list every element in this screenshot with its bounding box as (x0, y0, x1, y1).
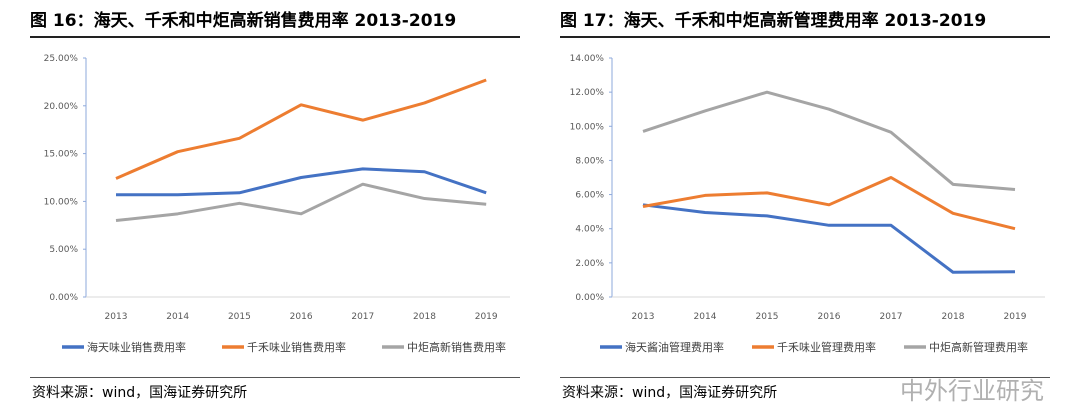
x-tick-label: 2014 (694, 312, 717, 322)
y-tick-label: 25.00% (44, 54, 79, 64)
x-tick-label: 2013 (632, 312, 655, 322)
legend-label: 千禾味业销售费用率 (247, 340, 346, 354)
source-rule (30, 377, 520, 378)
series-line (116, 167, 487, 197)
y-tick-label: 14.00% (570, 54, 605, 64)
chart-title-left: 图 16：海天、千禾和中炬高新销售费用率 2013-2019 (30, 11, 457, 31)
chart-title-right: 图 17：海天、千禾和中炬高新管理费用率 2013-2019 (560, 11, 987, 31)
y-tick-label: 12.00% (570, 88, 605, 98)
legend-label: 海天味业销售费用率 (87, 340, 186, 354)
legend-label: 中炬高新销售费用率 (407, 340, 506, 354)
title-rule (30, 36, 520, 38)
series-line (115, 182, 487, 223)
series-line (642, 176, 1016, 231)
series-line (642, 203, 1016, 274)
y-tick-label: 5.00% (49, 245, 78, 255)
source-left: 资料来源：wind，国海证券研究所 (32, 385, 248, 401)
y-tick-label: 0.00% (49, 293, 78, 303)
x-tick-label: 2016 (290, 312, 313, 322)
source-rule (560, 377, 1050, 378)
y-tick-label: 10.00% (44, 197, 79, 207)
x-tick-label: 2016 (818, 312, 841, 322)
y-tick-label: 20.00% (44, 102, 79, 112)
x-tick-label: 2015 (756, 312, 779, 322)
y-tick-label: 4.00% (575, 225, 604, 235)
x-tick-label: 2018 (413, 312, 436, 322)
y-tick-label: 10.00% (570, 122, 605, 132)
legend-label: 中炬高新管理费用率 (929, 340, 1028, 354)
y-tick-label: 2.00% (575, 259, 604, 269)
x-tick-label: 2014 (166, 312, 189, 322)
legend-label: 海天酱油管理费用率 (625, 340, 724, 354)
title-rule (560, 36, 1050, 38)
y-tick-label: 15.00% (44, 150, 79, 160)
x-tick-label: 2019 (475, 312, 498, 322)
x-tick-label: 2013 (105, 312, 128, 322)
y-tick-label: 6.00% (575, 191, 604, 201)
series-line (115, 78, 487, 180)
x-tick-label: 2018 (942, 312, 965, 322)
y-tick-label: 0.00% (575, 293, 604, 303)
series-line (642, 90, 1016, 191)
x-tick-label: 2015 (228, 312, 251, 322)
watermark: 中外行业研究 (900, 377, 1044, 405)
x-tick-label: 2017 (351, 312, 374, 322)
x-tick-label: 2019 (1004, 312, 1027, 322)
legend-label: 千禾味业管理费用率 (777, 340, 876, 354)
source-right: 资料来源：wind，国海证券研究所 (562, 385, 778, 401)
x-tick-label: 2017 (880, 312, 903, 322)
y-tick-label: 8.00% (575, 156, 604, 166)
